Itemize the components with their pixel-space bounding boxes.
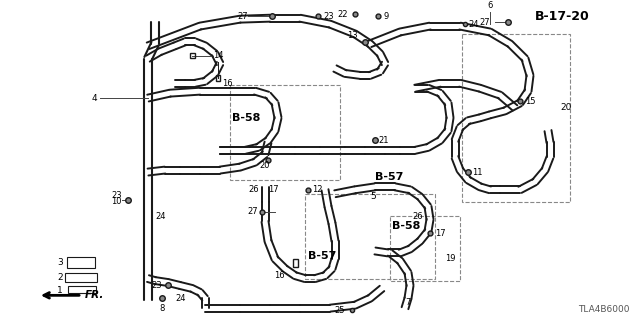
Text: B-57: B-57 — [308, 251, 337, 261]
Text: 19: 19 — [445, 254, 456, 263]
Text: 20: 20 — [260, 161, 270, 170]
Bar — [305, 194, 435, 279]
Text: 23: 23 — [152, 281, 162, 290]
Text: 16: 16 — [275, 271, 285, 280]
Text: 13: 13 — [348, 31, 358, 40]
Text: 8: 8 — [159, 304, 164, 313]
Text: 9: 9 — [383, 12, 388, 21]
Text: B-58: B-58 — [232, 113, 260, 123]
Text: 24: 24 — [155, 212, 166, 221]
Text: B-57: B-57 — [375, 172, 403, 182]
Text: TLA4B6000: TLA4B6000 — [579, 305, 630, 314]
Text: 6: 6 — [487, 1, 493, 10]
Text: 24: 24 — [468, 20, 479, 28]
Text: 1: 1 — [57, 286, 63, 295]
Text: 20: 20 — [560, 103, 572, 112]
Text: 22: 22 — [337, 10, 348, 19]
Text: 14: 14 — [213, 51, 223, 60]
Text: 26: 26 — [248, 185, 259, 194]
Text: 5: 5 — [370, 192, 376, 201]
Text: 21: 21 — [378, 136, 388, 145]
Text: 27: 27 — [237, 12, 248, 21]
Text: 25: 25 — [335, 306, 345, 315]
Text: 26: 26 — [412, 212, 422, 221]
Bar — [390, 216, 460, 281]
Text: 27: 27 — [479, 18, 490, 27]
Bar — [230, 85, 340, 180]
Bar — [292, 259, 298, 267]
Text: 3: 3 — [57, 258, 63, 267]
Text: 16: 16 — [222, 79, 232, 88]
Text: 24: 24 — [175, 294, 186, 303]
Text: 17: 17 — [435, 229, 445, 238]
Text: B-58: B-58 — [392, 221, 420, 231]
Text: 12: 12 — [312, 185, 323, 194]
Bar — [68, 286, 96, 293]
Text: 15: 15 — [525, 97, 536, 106]
Bar — [67, 257, 95, 268]
Text: 11: 11 — [472, 168, 483, 177]
Text: 27: 27 — [248, 207, 258, 216]
Text: 2: 2 — [58, 273, 63, 282]
Text: 17: 17 — [268, 185, 278, 194]
Bar — [216, 76, 220, 81]
Bar — [462, 34, 570, 202]
Text: 10: 10 — [111, 197, 122, 206]
Text: B-17-20: B-17-20 — [535, 10, 590, 23]
Text: 7: 7 — [405, 298, 411, 307]
Bar — [65, 273, 97, 282]
Text: 23: 23 — [111, 191, 122, 200]
Text: 4: 4 — [92, 93, 97, 103]
Text: FR.: FR. — [85, 290, 104, 300]
Text: 23: 23 — [323, 12, 333, 21]
Bar — [189, 53, 195, 58]
